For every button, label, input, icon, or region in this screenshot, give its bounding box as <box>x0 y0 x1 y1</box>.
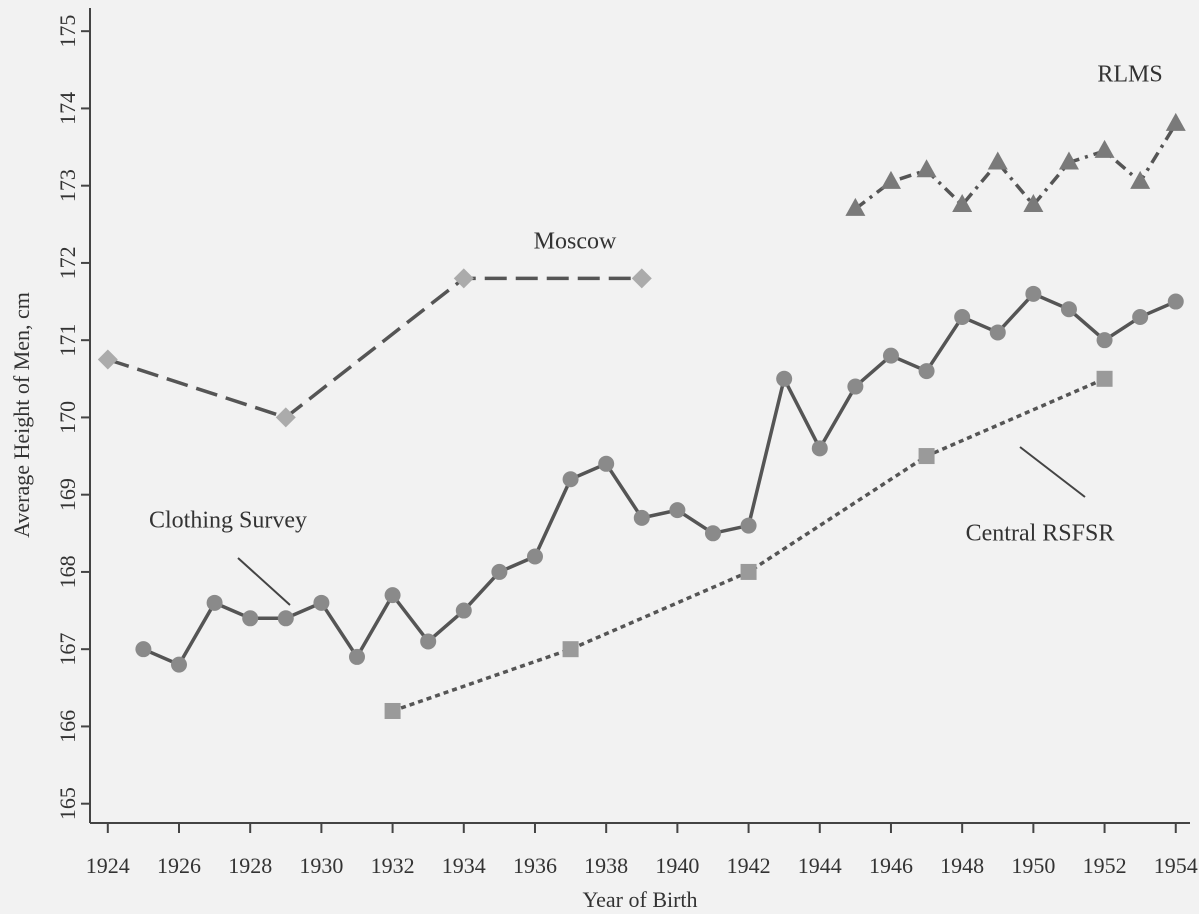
marker <box>97 349 118 370</box>
x-tick-label: 1952 <box>1083 853 1127 878</box>
marker <box>526 548 543 565</box>
x-tick-label: 1950 <box>1011 853 1055 878</box>
marker <box>880 170 901 189</box>
marker <box>455 602 472 619</box>
x-tick-label: 1932 <box>371 853 415 878</box>
marker <box>882 347 899 364</box>
marker <box>845 197 866 216</box>
y-tick-label: 173 <box>55 169 80 202</box>
x-axis-label: Year of Birth <box>582 887 697 912</box>
series-label: Moscow <box>534 229 617 255</box>
marker <box>313 594 330 611</box>
marker <box>1132 309 1149 326</box>
series-label: RLMS <box>1097 62 1162 88</box>
marker <box>776 370 793 387</box>
y-tick-label: 165 <box>55 787 80 820</box>
marker <box>918 363 935 380</box>
y-tick-label: 175 <box>55 15 80 48</box>
marker <box>562 471 579 488</box>
marker <box>1025 285 1042 302</box>
marker <box>631 268 652 289</box>
marker <box>206 594 223 611</box>
marker <box>1165 112 1186 131</box>
marker <box>598 455 615 472</box>
marker <box>669 502 686 519</box>
marker <box>1130 170 1151 189</box>
marker <box>1094 139 1115 158</box>
marker <box>384 702 401 719</box>
annotation-arrow <box>1019 446 1086 498</box>
marker <box>242 610 259 627</box>
marker <box>811 440 828 457</box>
marker <box>740 517 757 534</box>
y-tick-label: 169 <box>55 478 80 511</box>
series-line <box>107 276 642 420</box>
marker <box>704 525 721 542</box>
marker <box>987 151 1008 170</box>
x-tick-label: 1938 <box>584 853 628 878</box>
marker <box>277 610 294 627</box>
y-tick-label: 168 <box>55 555 80 588</box>
marker <box>135 641 152 658</box>
marker <box>989 324 1006 341</box>
marker <box>170 656 187 673</box>
marker <box>1096 332 1113 349</box>
marker <box>420 633 437 650</box>
series-label: Central RSFSR <box>966 521 1115 547</box>
marker <box>491 563 508 580</box>
annotation-arrow <box>237 557 291 606</box>
y-tick-label: 170 <box>55 401 80 434</box>
x-tick-label: 1934 <box>442 853 486 878</box>
x-tick-label: 1926 <box>157 853 201 878</box>
marker <box>348 648 365 665</box>
marker <box>633 509 650 526</box>
series-label: Clothing Survey <box>149 508 307 534</box>
y-tick-label: 172 <box>55 246 80 279</box>
marker <box>1023 193 1044 212</box>
x-tick-label: 1940 <box>655 853 699 878</box>
marker <box>453 268 474 289</box>
x-tick-label: 1944 <box>798 853 842 878</box>
marker <box>954 309 971 326</box>
y-tick-label: 167 <box>55 633 80 666</box>
series-line <box>854 122 1178 211</box>
y-axis-label: Average Height of Men, cm <box>9 292 34 538</box>
marker <box>740 563 757 580</box>
marker <box>1058 151 1079 170</box>
y-tick-label: 171 <box>55 324 80 357</box>
x-tick-label: 1946 <box>869 853 913 878</box>
marker <box>918 448 935 465</box>
marker <box>1096 370 1113 387</box>
marker <box>916 159 937 178</box>
x-tick-label: 1954 <box>1154 853 1198 878</box>
marker <box>384 587 401 604</box>
y-tick-label: 166 <box>55 710 80 743</box>
marker <box>1167 293 1184 310</box>
x-tick-label: 1948 <box>940 853 984 878</box>
x-tick-label: 1924 <box>86 853 130 878</box>
x-tick-label: 1930 <box>299 853 343 878</box>
y-tick-label: 174 <box>55 92 80 125</box>
marker <box>952 193 973 212</box>
marker <box>847 378 864 395</box>
marker <box>275 407 296 428</box>
marker <box>1060 301 1077 318</box>
x-tick-label: 1936 <box>513 853 557 878</box>
x-tick-label: 1928 <box>228 853 272 878</box>
marker <box>562 641 579 658</box>
x-tick-label: 1942 <box>727 853 771 878</box>
